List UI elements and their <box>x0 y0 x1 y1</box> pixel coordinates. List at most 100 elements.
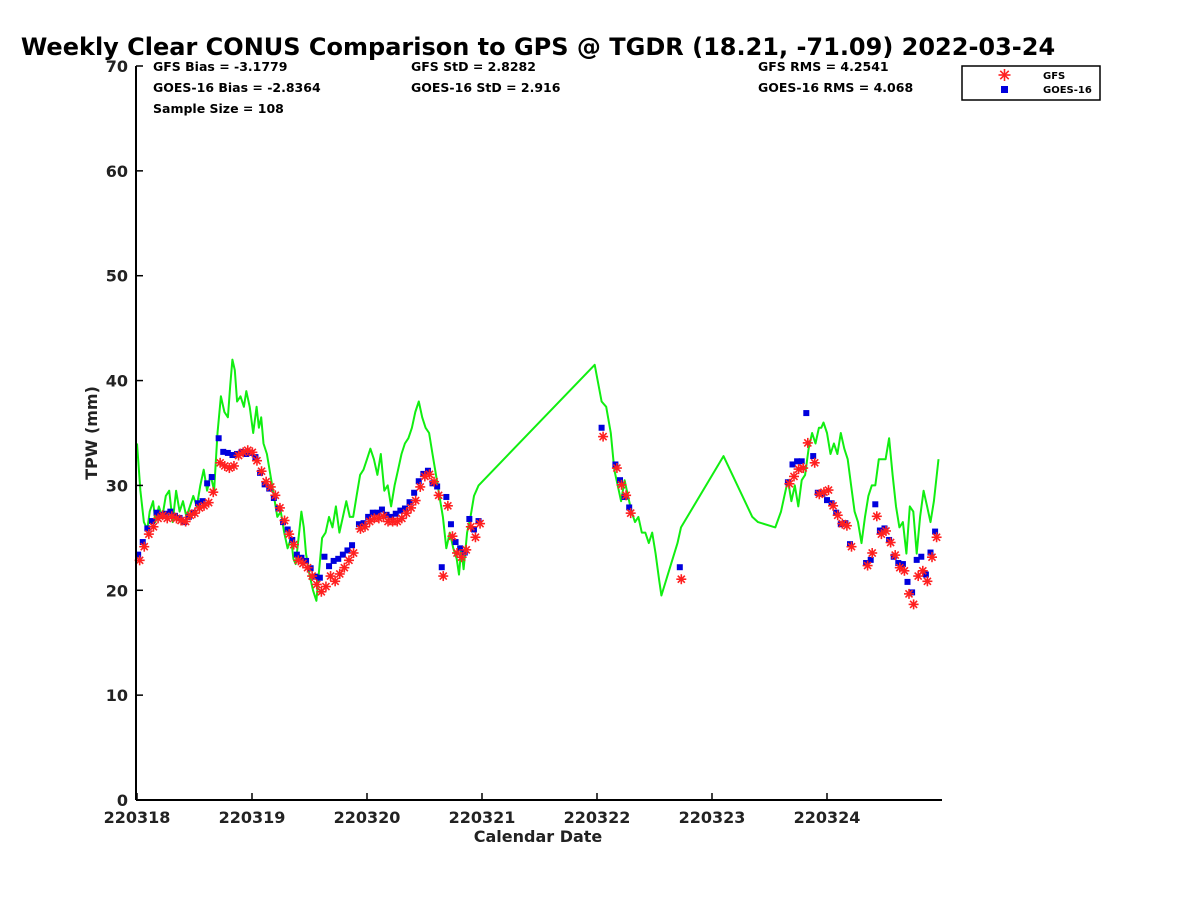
gfs-point <box>922 576 933 587</box>
goes16-point <box>194 500 201 507</box>
gfs-point <box>261 476 272 487</box>
goes16-point <box>339 551 346 558</box>
gfs-point <box>823 485 834 496</box>
gfs-point <box>311 579 322 590</box>
goes16-point <box>927 549 934 556</box>
legend-box <box>961 65 1101 101</box>
gfs-point <box>904 588 914 599</box>
stat-sample-size: Sample Size = 108 <box>153 101 284 116</box>
gfs-point <box>871 511 882 522</box>
gfs-point <box>784 478 795 489</box>
gfs-point <box>424 469 435 480</box>
y-tick-label: 60 <box>106 162 128 181</box>
gfs-point <box>917 565 928 576</box>
gfs-point <box>265 481 276 492</box>
goes16-point <box>392 510 399 517</box>
gfs-point <box>611 463 622 474</box>
goes16-point <box>443 493 450 500</box>
goes16-point <box>153 509 160 516</box>
goes16-point <box>794 458 801 465</box>
goes16-point <box>148 518 155 525</box>
gfs-point <box>899 565 910 576</box>
gfs-point <box>461 544 472 555</box>
goes16-point <box>199 498 206 505</box>
gfs-point <box>139 541 150 552</box>
gfs-point <box>927 552 937 563</box>
goes16-point <box>447 521 454 528</box>
gfs-legend-asterisk <box>998 69 1011 81</box>
goes16-point <box>330 557 337 564</box>
gfs-point <box>621 490 632 501</box>
goes16-point <box>789 461 796 468</box>
gfs-point <box>908 599 919 610</box>
gfs-point <box>415 481 426 492</box>
gfs-point <box>931 532 942 543</box>
y-tick-label: 40 <box>106 372 128 391</box>
gfs-point <box>279 515 290 526</box>
series-layer <box>134 358 942 610</box>
gfs-point <box>676 574 687 585</box>
stat-gfs-rms: GFS RMS = 4.2541 <box>758 59 889 74</box>
goes16-point <box>261 481 268 488</box>
gfs-point <box>330 576 341 587</box>
goes16-point <box>876 527 883 534</box>
legend-gfs-label: GFS <box>1043 71 1065 82</box>
gfs-point <box>270 490 281 501</box>
gfs-point <box>284 529 295 540</box>
gfs-point <box>814 489 825 500</box>
goes16-point <box>617 477 623 484</box>
gfs-point <box>148 521 159 532</box>
goes16-point <box>810 453 817 460</box>
goes16-point <box>397 507 404 514</box>
goes16-point <box>135 551 142 558</box>
goes16-point <box>355 521 362 528</box>
goes16-point <box>434 483 441 490</box>
gfs-point <box>846 541 857 552</box>
goes16-point <box>224 449 231 456</box>
y-tick-label: 10 <box>106 686 128 705</box>
gfs-point <box>247 447 258 458</box>
gfs-point <box>302 562 313 573</box>
goes16-point <box>803 410 810 417</box>
gfs-point <box>841 520 852 531</box>
goes16-point <box>252 454 259 461</box>
gfs-point <box>465 521 476 532</box>
gfs-point <box>442 500 453 511</box>
goes16-point <box>374 509 381 516</box>
goes16-point <box>293 551 300 558</box>
gfs-point <box>828 500 839 511</box>
goes16-point <box>401 505 408 512</box>
gfs-point <box>433 490 444 501</box>
goes16-point <box>612 461 619 468</box>
goes16-point <box>162 510 169 517</box>
goes16-point <box>139 539 146 546</box>
x-tick-label: 220319 <box>219 808 286 827</box>
goes16-point <box>289 536 296 543</box>
x-axis-label: Calendar Date <box>474 827 603 846</box>
gfs-point <box>447 531 458 542</box>
gfs-point <box>348 547 359 558</box>
gfs-point <box>867 547 878 558</box>
gfs-point <box>180 516 191 527</box>
legend: GFS GOES-16 <box>961 65 1101 101</box>
stat-goes-std: GOES-16 StD = 2.916 <box>411 80 561 95</box>
gfs-point <box>832 510 843 521</box>
gfs-point <box>625 508 636 519</box>
goes16-point <box>208 474 215 481</box>
y-tick-label: 20 <box>106 581 128 600</box>
x-tick-label: 220321 <box>449 808 516 827</box>
gfs-point <box>256 466 267 477</box>
goes16-point <box>411 489 418 496</box>
gfs-point <box>456 552 467 563</box>
gfs-point <box>598 431 609 442</box>
tick-layer: 0 10 20 30 40 50 60 70 220318 220319 220320 220321 2… <box>104 57 861 827</box>
goes16-point <box>349 542 356 549</box>
goes16-point <box>378 506 385 513</box>
stat-goes-rms: GOES-16 RMS = 4.068 <box>758 80 913 95</box>
gfs-point <box>438 571 449 582</box>
goes16-point <box>457 545 464 552</box>
goes16-point <box>466 515 473 522</box>
goes16-point <box>344 547 351 554</box>
goes16-point <box>365 513 372 520</box>
legend-goes-marker <box>1001 86 1008 93</box>
